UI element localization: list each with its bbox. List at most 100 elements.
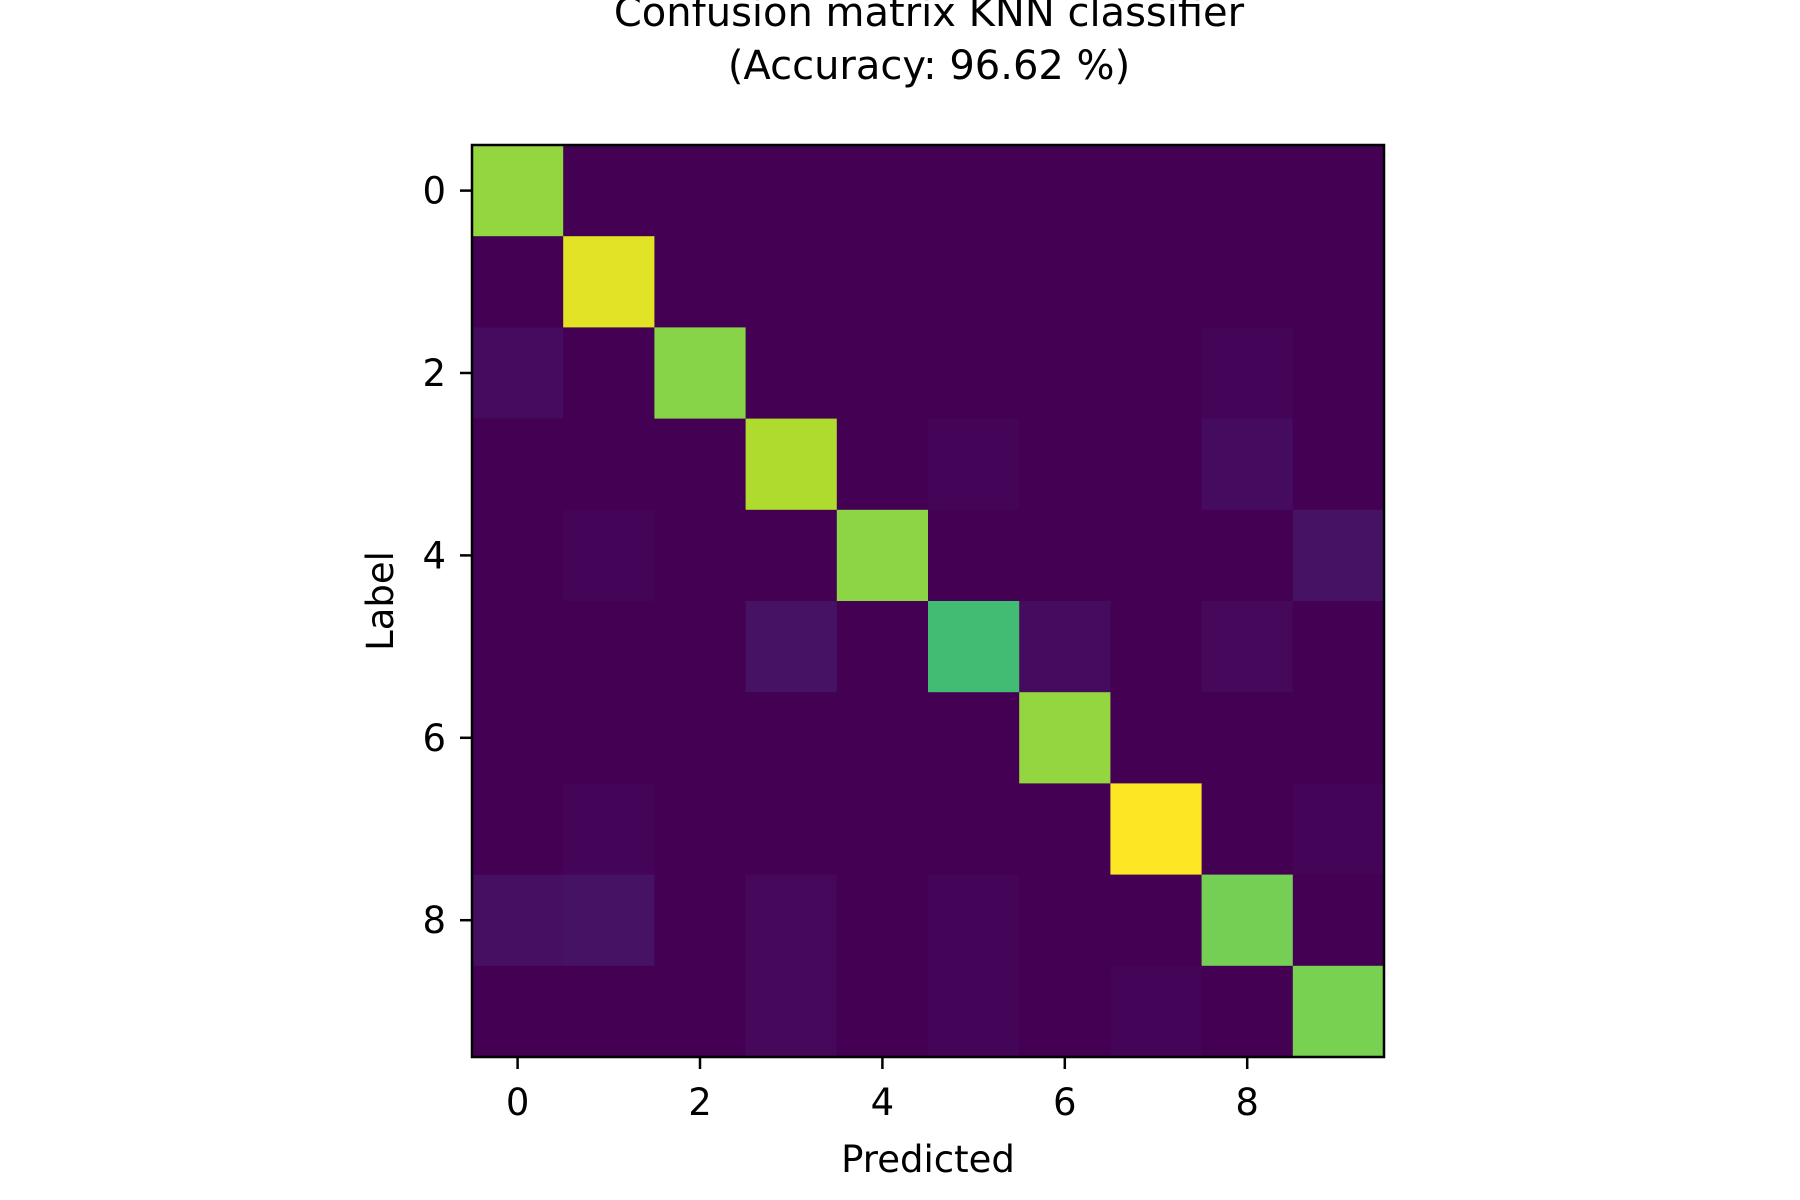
heatmap-cell-r6-c6 [1019, 692, 1111, 784]
heatmap-cell-r5-c8 [1201, 601, 1294, 693]
chart-subtitle: (Accuracy: 96.62 %) [728, 43, 1130, 89]
y-axis-label: Label [359, 551, 402, 651]
heatmap-cell-r4-c2 [654, 509, 747, 602]
heatmap-cell-r0-c7 [1110, 145, 1203, 237]
y-axis-ticks: 0 2 4 6 8 [422, 170, 472, 942]
heatmap-cell-r1-c8 [1201, 236, 1294, 328]
heatmap-cell-r2-c0 [472, 327, 564, 420]
heatmap-cell-r9-c3 [745, 965, 838, 1058]
heatmap-cell-r7-c8 [1201, 783, 1294, 876]
heatmap-cell-r5-c0 [472, 601, 564, 693]
heatmap-cell-r6-c4 [836, 692, 929, 784]
heatmap-cell-r6-c3 [745, 692, 838, 784]
heatmap-cell-r8-c4 [836, 874, 929, 967]
heatmap-cell-r5-c9 [1292, 601, 1385, 693]
heatmap-cell-r4-c0 [472, 509, 564, 602]
y-tick-label-8: 8 [422, 899, 446, 942]
heatmap-cell-r5-c7 [1110, 601, 1203, 693]
heatmap-cell-r8-c6 [1019, 874, 1111, 967]
heatmap-cell-r8-c0 [472, 874, 564, 967]
heatmap-cell-r2-c7 [1110, 327, 1203, 420]
heatmap-cell-r1-c2 [654, 236, 747, 328]
heatmap-cell-r7-c2 [654, 783, 747, 876]
heatmap-cell-r8-c8 [1201, 874, 1294, 967]
heatmap-cells [472, 145, 1385, 1058]
heatmap-cell-r6-c5 [928, 692, 1020, 784]
heatmap-cell-r1-c5 [928, 236, 1020, 328]
heatmap-cell-r4-c9 [1292, 509, 1385, 602]
heatmap-cell-r4-c3 [745, 509, 838, 602]
heatmap-cell-r9-c1 [563, 965, 655, 1058]
heatmap-cell-r7-c9 [1292, 783, 1385, 876]
heatmap-cell-r3-c6 [1019, 418, 1111, 511]
heatmap-cell-r2-c2 [654, 327, 747, 420]
x-axis-label: Predicted [841, 1138, 1015, 1181]
heatmap-cell-r2-c9 [1292, 327, 1385, 420]
heatmap-cell-r3-c9 [1292, 418, 1385, 511]
heatmap-cell-r3-c5 [928, 418, 1020, 511]
heatmap-cell-r4-c8 [1201, 509, 1294, 602]
heatmap-cell-r7-c7 [1110, 783, 1203, 876]
x-tick-label-4: 4 [871, 1081, 895, 1124]
heatmap-cell-r8-c2 [654, 874, 747, 967]
heatmap-cell-r7-c1 [563, 783, 655, 876]
heatmap-cell-r2-c4 [836, 327, 929, 420]
heatmap-cell-r5-c2 [654, 601, 747, 693]
heatmap-cell-r2-c3 [745, 327, 838, 420]
heatmap-cell-r0-c5 [928, 145, 1020, 237]
heatmap-cell-r5-c4 [836, 601, 929, 693]
heatmap-cell-r8-c7 [1110, 874, 1203, 967]
heatmap-cell-r6-c7 [1110, 692, 1203, 784]
heatmap-cell-r2-c5 [928, 327, 1020, 420]
heatmap-cell-r0-c0 [472, 145, 564, 237]
heatmap-cell-r9-c5 [928, 965, 1020, 1058]
heatmap-cell-r3-c3 [745, 418, 838, 511]
heatmap-cell-r2-c1 [563, 327, 655, 420]
heatmap-cell-r9-c2 [654, 965, 747, 1058]
heatmap-cell-r0-c2 [654, 145, 747, 237]
heatmap-cell-r3-c1 [563, 418, 655, 511]
x-tick-label-2: 2 [688, 1081, 712, 1124]
heatmap-cell-r4-c6 [1019, 509, 1111, 602]
x-tick-label-0: 0 [506, 1081, 530, 1124]
y-tick-label-2: 2 [422, 352, 446, 395]
heatmap-cell-r0-c3 [745, 145, 838, 237]
heatmap-cell-r3-c8 [1201, 418, 1294, 511]
heatmap-cell-r3-c0 [472, 418, 564, 511]
heatmap-cell-r7-c0 [472, 783, 564, 876]
heatmap-cell-r1-c7 [1110, 236, 1203, 328]
y-tick-label-6: 6 [422, 717, 446, 760]
heatmap-cell-r7-c4 [836, 783, 929, 876]
heatmap-cell-r0-c1 [563, 145, 655, 237]
heatmap-cell-r9-c7 [1110, 965, 1203, 1058]
heatmap-cell-r5-c1 [563, 601, 655, 693]
heatmap-cell-r0-c6 [1019, 145, 1111, 237]
heatmap-cell-r8-c1 [563, 874, 655, 967]
heatmap-cell-r7-c5 [928, 783, 1020, 876]
heatmap-cell-r7-c3 [745, 783, 838, 876]
heatmap-cell-r9-c4 [836, 965, 929, 1058]
heatmap-cell-r2-c8 [1201, 327, 1294, 420]
heatmap-cell-r9-c0 [472, 965, 564, 1058]
heatmap-cell-r6-c1 [563, 692, 655, 784]
heatmap-cell-r3-c7 [1110, 418, 1203, 511]
heatmap-cell-r0-c4 [836, 145, 929, 237]
chart-title: Confusion matrix KNN classifier [614, 0, 1245, 36]
heatmap-cell-r1-c0 [472, 236, 564, 328]
x-tick-label-8: 8 [1235, 1081, 1259, 1124]
heatmap-cell-r1-c6 [1019, 236, 1111, 328]
heatmap-cell-r6-c8 [1201, 692, 1294, 784]
heatmap-cell-r0-c8 [1201, 145, 1294, 237]
heatmap-cell-r3-c2 [654, 418, 747, 511]
heatmap-cell-r9-c9 [1292, 965, 1385, 1058]
heatmap-cell-r5-c3 [745, 601, 838, 693]
heatmap-cell-r5-c6 [1019, 601, 1111, 693]
heatmap-cell-r9-c6 [1019, 965, 1111, 1058]
heatmap-cell-r7-c6 [1019, 783, 1111, 876]
heatmap-cell-r8-c3 [745, 874, 838, 967]
plot-frame [470, 143, 1386, 1059]
heatmap-cell-r4-c1 [563, 509, 655, 602]
heatmap-cell-r5-c5 [928, 601, 1020, 693]
heatmap-cell-r1-c9 [1292, 236, 1385, 328]
